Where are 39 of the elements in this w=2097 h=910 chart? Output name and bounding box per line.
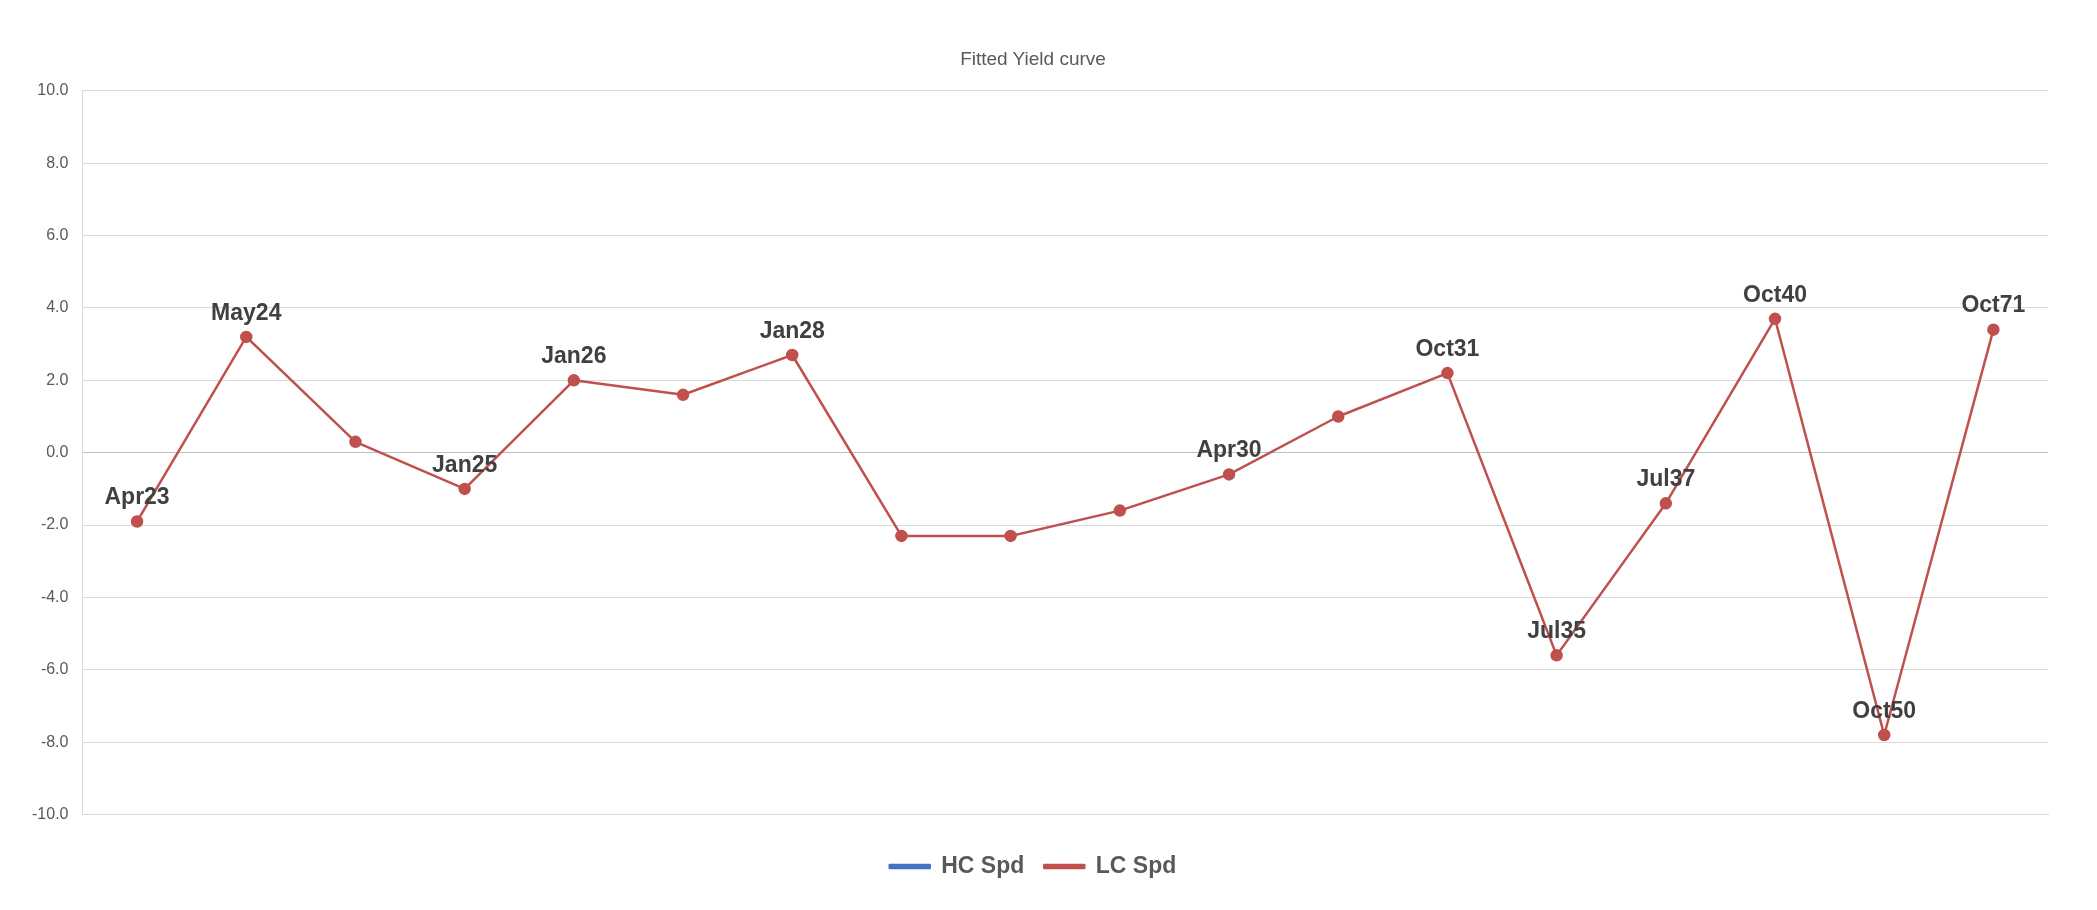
point xyxy=(349,435,362,449)
y-tick-label: -8.0 xyxy=(40,732,69,750)
legend-label: LC Spd xyxy=(1095,851,1177,878)
point xyxy=(1768,312,1782,326)
data-label: Oct40 xyxy=(1743,280,1807,307)
y-tick-label: 8.0 xyxy=(46,153,69,171)
point xyxy=(1877,728,1891,742)
point xyxy=(130,515,144,528)
point xyxy=(567,374,581,387)
point xyxy=(1113,504,1127,517)
point xyxy=(1222,468,1236,481)
legend-label: HC Spd xyxy=(941,851,1025,878)
y-tick-label: -4.0 xyxy=(40,587,69,605)
y-tick-label: -10.0 xyxy=(32,805,69,823)
chart-title: Fitted Yield curve xyxy=(960,47,1106,69)
point xyxy=(1004,529,1017,543)
point xyxy=(1441,366,1454,380)
point xyxy=(895,529,908,543)
point xyxy=(676,388,690,402)
y-tick-label: 4.0 xyxy=(46,298,69,316)
point xyxy=(1659,497,1673,510)
y-tick-label: 0.0 xyxy=(46,443,69,461)
point xyxy=(1331,410,1345,423)
point xyxy=(458,482,471,496)
y-tick-label: 6.0 xyxy=(46,225,69,243)
data-label: Oct71 xyxy=(1961,291,2026,318)
point xyxy=(240,330,253,344)
y-tick-label: 10.0 xyxy=(37,81,69,99)
data-label: Jan26 xyxy=(541,342,607,369)
data-label: Apr30 xyxy=(1196,436,1262,463)
data-label: Oct31 xyxy=(1415,334,1480,361)
point xyxy=(785,348,799,362)
data-label: Jan28 xyxy=(759,316,826,343)
y-tick-label: -2.0 xyxy=(40,515,69,533)
point xyxy=(1987,323,2000,336)
data-label: May24 xyxy=(211,298,282,325)
y-tick-label: 2.0 xyxy=(46,370,69,388)
point xyxy=(1550,649,1563,662)
y-tick-label: -6.0 xyxy=(40,660,69,678)
